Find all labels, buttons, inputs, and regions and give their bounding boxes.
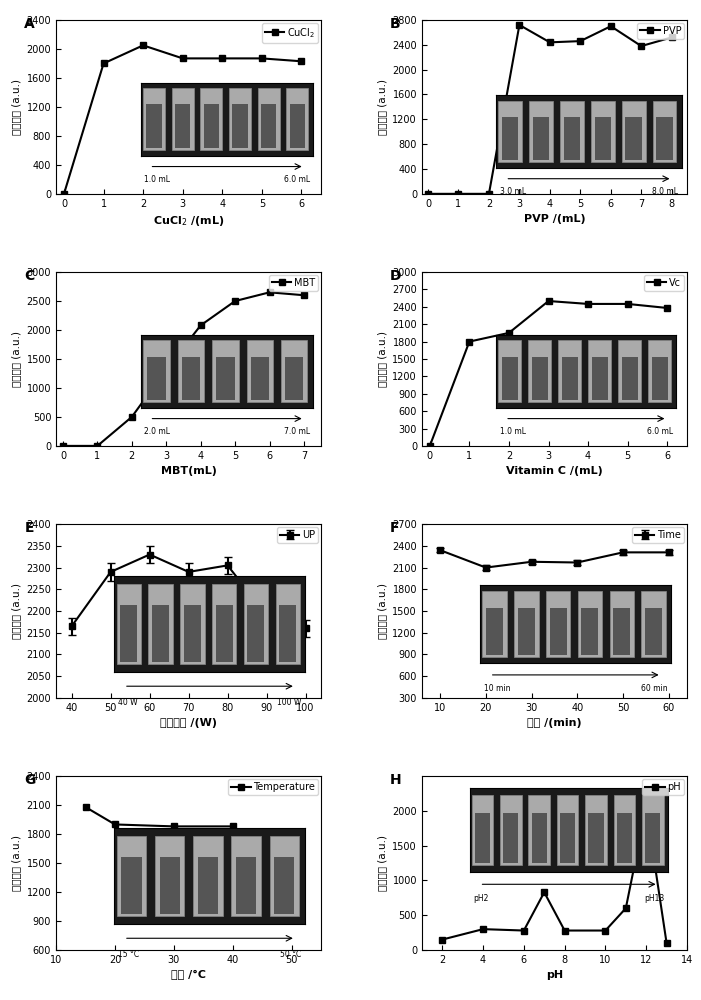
Text: C: C	[25, 269, 34, 283]
Vc	[663, 302, 672, 314]
PVP	[606, 20, 615, 32]
Legend: CuCl$_2$: CuCl$_2$	[262, 23, 318, 43]
Y-axis label: 荧光强度 (a.u.): 荧光强度 (a.u.)	[11, 331, 21, 387]
X-axis label: MBT(mL): MBT(mL)	[161, 466, 217, 476]
Line: Temperature: Temperature	[82, 804, 295, 917]
X-axis label: PVP /(mL): PVP /(mL)	[524, 214, 585, 224]
PVP	[576, 35, 585, 47]
pH	[540, 886, 548, 898]
X-axis label: Vitamin C /(mL): Vitamin C /(mL)	[506, 466, 603, 476]
MBT	[128, 411, 136, 423]
Temperature	[287, 907, 296, 919]
CuCl$_2$	[257, 52, 266, 64]
Legend: UP: UP	[277, 527, 318, 543]
PVP	[424, 188, 433, 200]
MBT	[265, 286, 273, 298]
Legend: Vc: Vc	[644, 275, 684, 291]
CuCl$_2$	[179, 52, 187, 64]
CuCl$_2$	[100, 57, 108, 69]
CuCl$_2$	[139, 39, 147, 51]
Temperature	[111, 818, 119, 830]
X-axis label: CuCl$_2$ /(mL): CuCl$_2$ /(mL)	[153, 214, 224, 228]
MBT	[162, 363, 170, 375]
MBT	[93, 440, 102, 452]
Line: MBT: MBT	[60, 289, 308, 449]
PVP	[637, 40, 646, 52]
Legend: Temperature: Temperature	[229, 779, 318, 795]
Vc	[505, 327, 513, 339]
PVP	[484, 188, 493, 200]
PVP	[667, 31, 676, 43]
Text: F: F	[390, 521, 400, 535]
Text: G: G	[25, 773, 36, 787]
Legend: pH: pH	[642, 779, 684, 795]
Y-axis label: 荧光强度 (a.u.): 荧光强度 (a.u.)	[376, 583, 387, 639]
Text: E: E	[25, 521, 34, 535]
MBT	[59, 440, 67, 452]
PVP	[454, 188, 463, 200]
MBT	[231, 295, 239, 307]
Y-axis label: 荧光强度 (a.u.): 荧光强度 (a.u.)	[11, 583, 21, 639]
Y-axis label: 荧光强度 (a.u.): 荧光强度 (a.u.)	[377, 835, 387, 891]
Y-axis label: 荧光强度 (a.u.): 荧光强度 (a.u.)	[11, 79, 21, 135]
Y-axis label: 荧光强度 (a.u.): 荧光强度 (a.u.)	[11, 835, 21, 891]
Vc	[426, 440, 434, 452]
Vc	[584, 298, 592, 310]
Vc	[544, 295, 552, 307]
CuCl$_2$	[218, 52, 226, 64]
Text: A: A	[25, 17, 35, 31]
MBT	[196, 319, 205, 331]
X-axis label: pH: pH	[546, 970, 563, 980]
Temperature	[170, 820, 178, 832]
pH	[601, 925, 610, 937]
Text: D: D	[390, 269, 402, 283]
Y-axis label: 荧光强度 (a.u.): 荧光强度 (a.u.)	[376, 331, 387, 387]
PVP	[515, 19, 524, 31]
pH	[519, 925, 528, 937]
Vc	[465, 336, 474, 348]
Y-axis label: 荧光强度 (a.u.): 荧光强度 (a.u.)	[377, 79, 387, 135]
pH	[560, 925, 569, 937]
Line: pH: pH	[439, 804, 670, 947]
Legend: MBT: MBT	[269, 275, 318, 291]
pH	[642, 801, 651, 813]
X-axis label: 时间 /(min): 时间 /(min)	[527, 718, 582, 728]
Text: B: B	[390, 17, 401, 31]
Line: PVP: PVP	[425, 21, 675, 197]
Line: CuCl$_2$: CuCl$_2$	[60, 42, 305, 197]
pH	[622, 902, 630, 914]
pH	[662, 937, 671, 949]
Temperature	[81, 801, 90, 813]
Text: H: H	[390, 773, 402, 787]
MBT	[300, 289, 308, 301]
PVP	[545, 36, 554, 48]
Legend: PVP: PVP	[637, 23, 684, 39]
Temperature	[229, 820, 237, 832]
X-axis label: 温度 /°C: 温度 /°C	[171, 970, 206, 980]
CuCl$_2$	[297, 55, 306, 67]
Vc	[623, 298, 632, 310]
X-axis label: 超声功率 /(W): 超声功率 /(W)	[160, 718, 217, 728]
Line: Vc: Vc	[426, 298, 671, 449]
Legend: Time: Time	[632, 527, 684, 543]
CuCl$_2$	[60, 188, 68, 200]
pH	[479, 923, 487, 935]
pH	[438, 934, 447, 946]
